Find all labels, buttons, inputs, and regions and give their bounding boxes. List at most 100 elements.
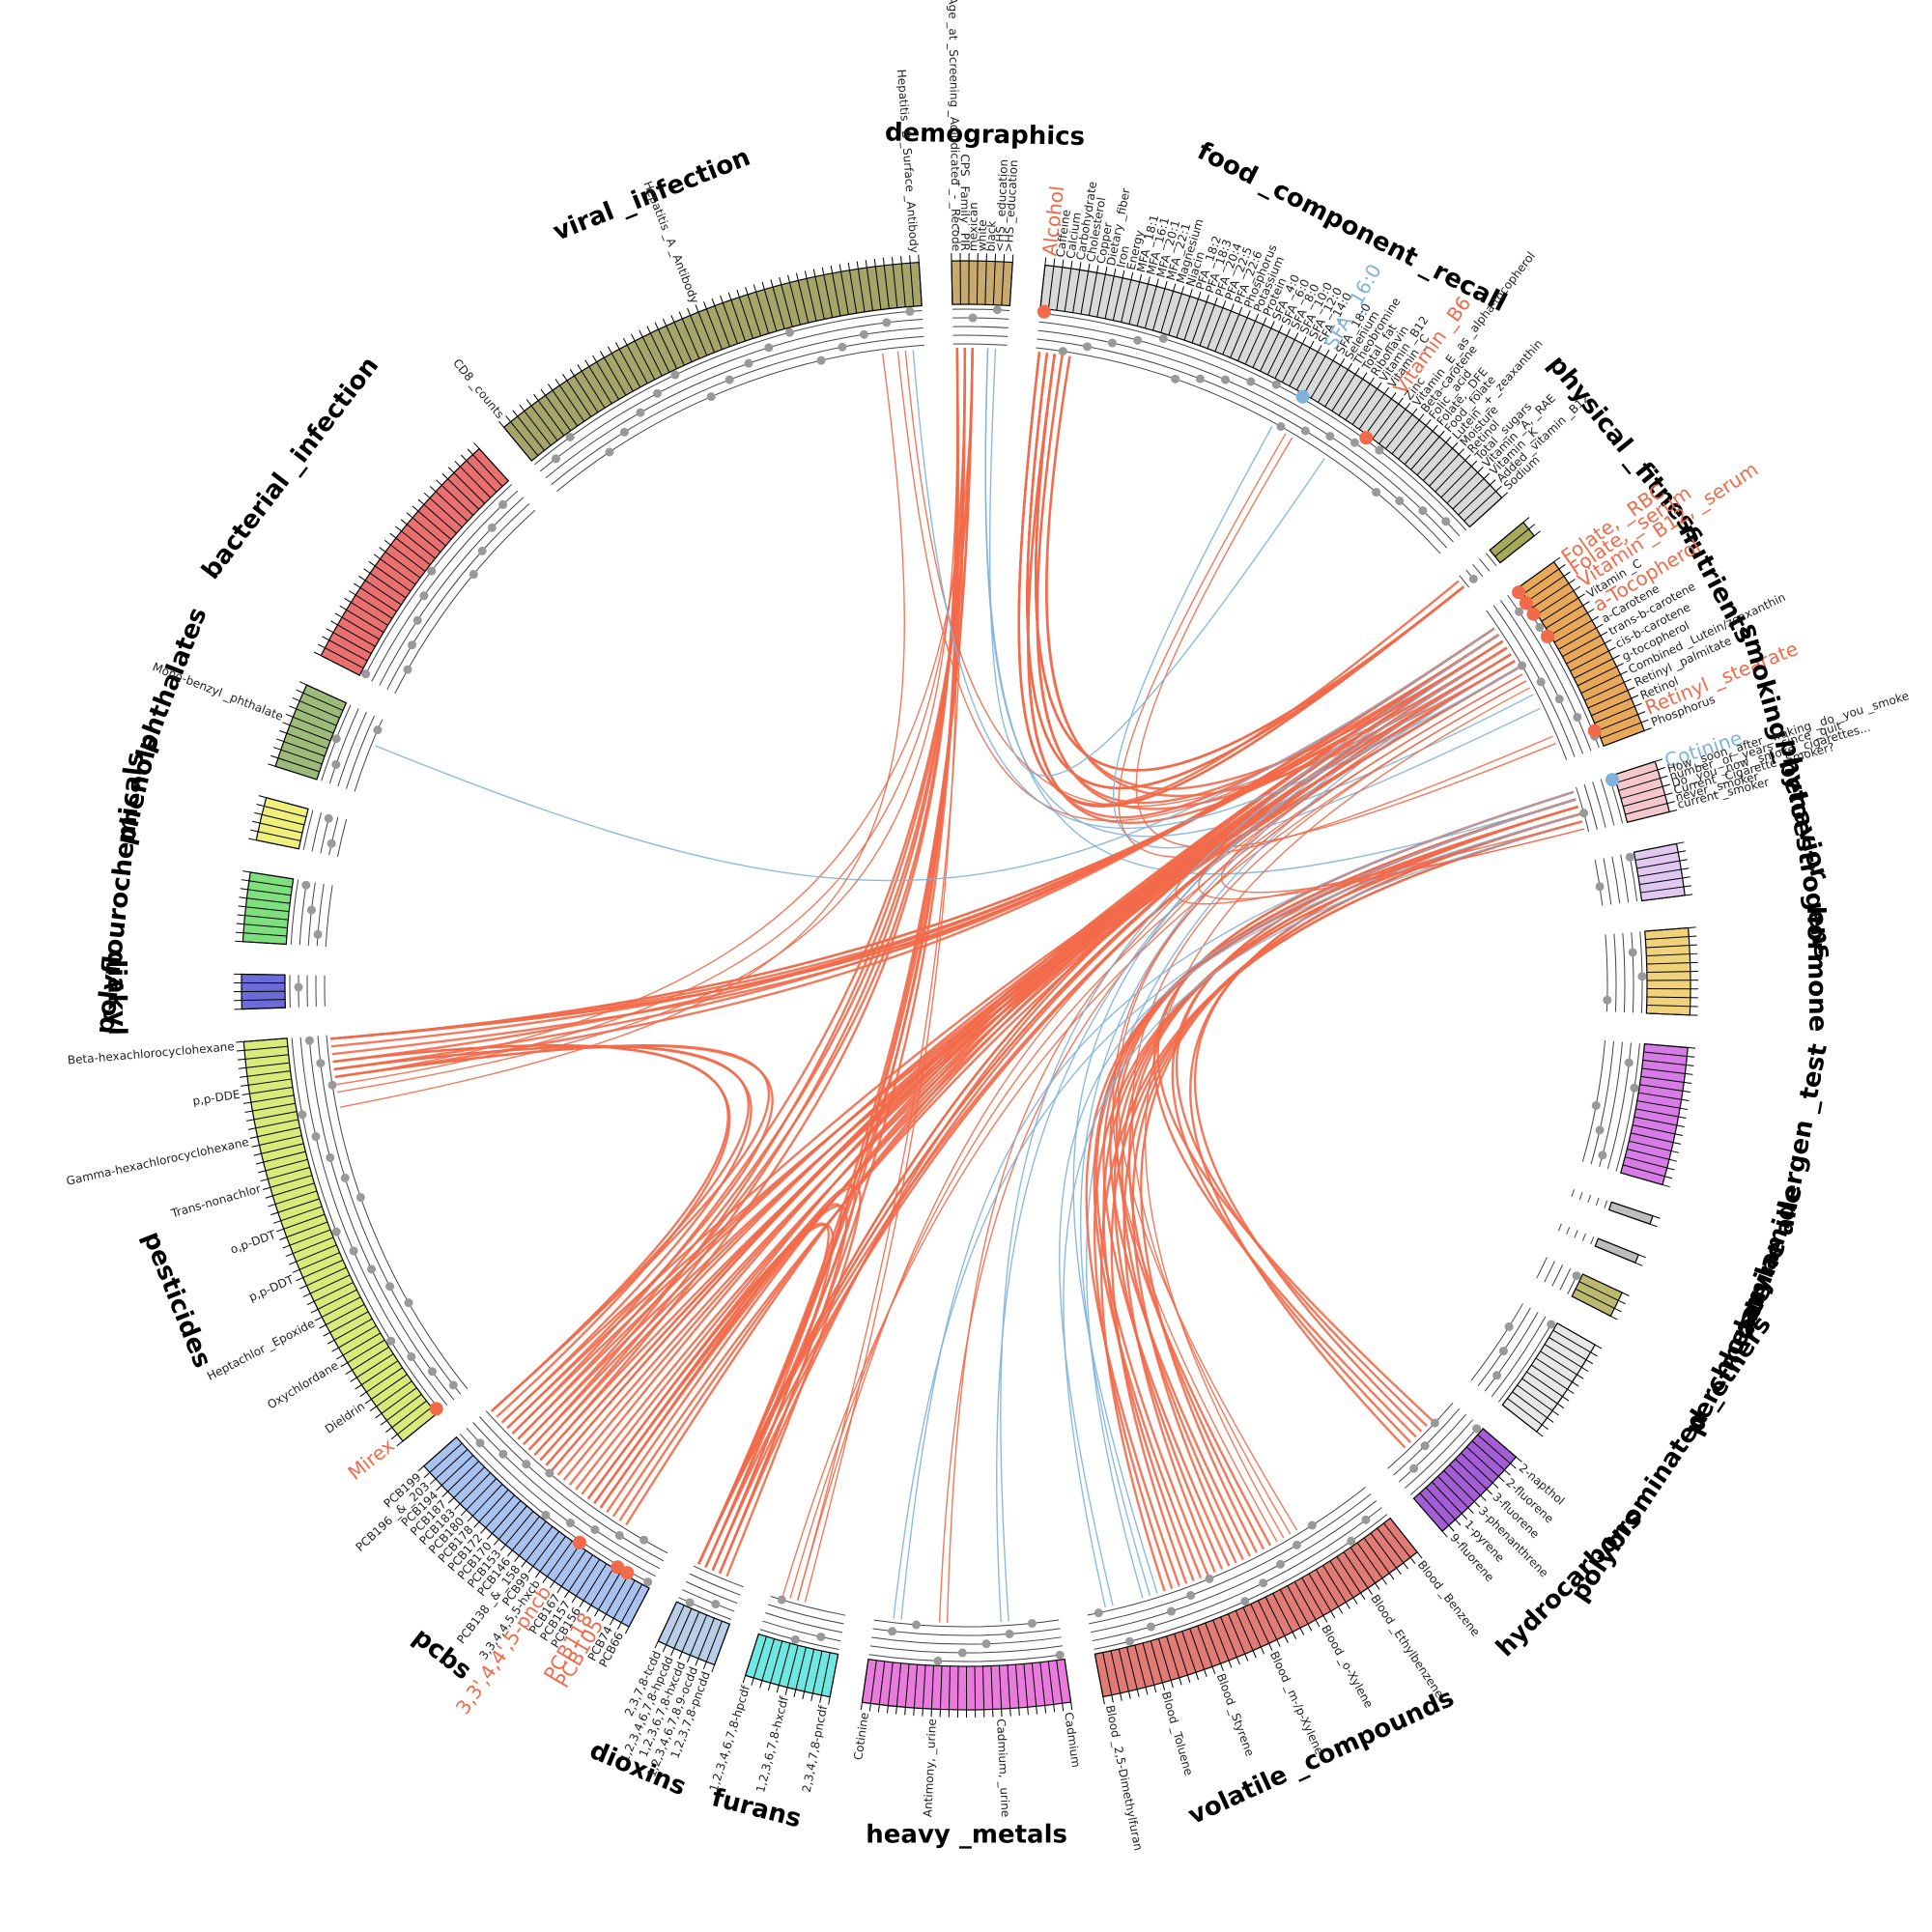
sector-phthalates[interactable] (268, 681, 384, 792)
sector-demographics[interactable] (951, 253, 1014, 346)
sector-bar-dioxins[interactable] (657, 1601, 731, 1666)
sector-tick (519, 404, 552, 446)
sector-bacterial_infection[interactable] (313, 442, 536, 695)
sector-tick (686, 1614, 708, 1663)
sector-tick (981, 1665, 985, 1718)
sector-tick (838, 264, 849, 315)
sector-tick (1578, 1281, 1626, 1305)
sector-furans[interactable] (742, 1595, 846, 1705)
sector-hormone[interactable] (1603, 926, 1698, 1016)
sector-tick (687, 307, 708, 356)
sector-volatile_compounds[interactable] (1087, 1487, 1423, 1705)
sector-tick (711, 1624, 730, 1673)
sector-tick (1643, 1051, 1695, 1058)
sector-smoking_behavior[interactable] (1576, 758, 1678, 833)
sector-polybrominated_ethers[interactable] (1470, 1303, 1603, 1437)
variable-label: Caffeine (1054, 209, 1073, 258)
sector-tick (242, 1094, 295, 1104)
sector-ring (299, 1037, 448, 1406)
sector-ring (1574, 1230, 1578, 1238)
link-nutrients-pcbs (611, 646, 1508, 1518)
link-smoking_behavior-volatile_compounds (1063, 820, 1583, 1608)
sector-tick (891, 256, 898, 308)
sector-tick (1507, 1398, 1548, 1431)
sector-tick (1639, 1084, 1690, 1094)
sector-food_component_recall[interactable] (1036, 257, 1508, 554)
sector-tick (314, 1296, 361, 1321)
sector-tick (1281, 336, 1307, 383)
link-smoking_behavior-volatile_compounds (1121, 805, 1578, 1560)
link-demographics-pcbs (511, 348, 974, 1435)
sector-tick (486, 1500, 522, 1540)
sector-tick (1575, 1288, 1622, 1313)
sector-tick (1235, 1610, 1257, 1659)
sector-bar-acrylamide[interactable] (1607, 1201, 1654, 1226)
sector-dioxins[interactable] (654, 1565, 744, 1673)
sector-tick (1536, 585, 1580, 615)
sector-phytoestrogens[interactable] (1594, 841, 1693, 906)
sector-polyflourochemicals[interactable] (235, 870, 333, 947)
sector-physical_fitness[interactable] (1459, 517, 1541, 588)
sector-tick (1413, 1497, 1448, 1538)
sector-tick (1594, 702, 1642, 724)
sector-tick (584, 359, 612, 405)
sector-pcbs[interactable] (417, 1410, 668, 1634)
assoc-dot (1518, 661, 1527, 670)
assoc-dot (448, 1380, 458, 1390)
link-pesticides-pcbs (334, 1043, 771, 1412)
sector-tick (521, 1525, 554, 1568)
sector-tick (1463, 485, 1502, 522)
link-nutrients-heavy_metals (938, 660, 1516, 1623)
assoc-dot (1005, 1629, 1014, 1638)
sector-tick (258, 795, 309, 810)
sector-tick (1378, 403, 1411, 444)
link-food_component_recall-physical_fitness (1017, 352, 1464, 808)
sector-nutrients[interactable] (1486, 556, 1652, 760)
sector-bar-smoking_behavior[interactable] (1612, 760, 1670, 823)
assoc-dot (1350, 438, 1359, 447)
sector-perchlorate[interactable] (1536, 1257, 1630, 1321)
assoc-dot (522, 1460, 531, 1469)
variable-label: Blood _o-Xylene (1319, 1623, 1376, 1711)
sector-tick (1440, 460, 1478, 498)
sector-tick (1639, 876, 1690, 886)
sector-ring (1620, 854, 1630, 903)
category-label-demographics: demographics (885, 118, 1086, 152)
sector-bar-phthalates[interactable] (274, 684, 348, 781)
sector-ring (1559, 1267, 1572, 1291)
link-pesticides-pcbs (332, 1043, 730, 1412)
sector-bar-demographics[interactable] (951, 260, 1013, 307)
sector-tick (670, 314, 693, 362)
sector-hydrocarbons[interactable] (1387, 1402, 1522, 1538)
sector-bar-viral_infection[interactable] (502, 261, 923, 462)
sector-tick (1236, 313, 1260, 361)
sector-ring (1587, 1194, 1592, 1203)
link-nutrients-phthalates (375, 627, 1495, 882)
assoc-dot (498, 1449, 508, 1459)
sector-ring (1571, 1189, 1575, 1198)
sector-bar-melamine[interactable] (1594, 1237, 1640, 1264)
sector-pesticides[interactable] (236, 1035, 469, 1447)
assoc-dot (331, 759, 341, 769)
assoc-dot (1628, 948, 1637, 957)
sector-tick (1356, 1542, 1387, 1585)
sector-tick (1644, 926, 1696, 932)
sector-bar-furans[interactable] (744, 1633, 839, 1698)
sector-phenols[interactable] (248, 795, 348, 858)
sector-ring (1590, 1236, 1595, 1245)
sector-ring (952, 308, 1010, 311)
sector-acrylamide[interactable] (1571, 1189, 1661, 1228)
sector-tick (779, 276, 793, 327)
sector-melamine[interactable] (1557, 1223, 1646, 1266)
sector-allergen_test[interactable] (1581, 1040, 1696, 1188)
sector-tick (417, 1436, 457, 1472)
sector-tick (1080, 263, 1091, 315)
sector-tick (436, 1455, 474, 1492)
assoc-dot (636, 408, 645, 417)
sector-diakyl[interactable] (234, 973, 326, 1010)
sector-heavy_metals[interactable] (860, 1618, 1073, 1719)
sector-viral_infection[interactable] (498, 254, 924, 492)
sector-ring (952, 317, 1009, 320)
sector-bar-phenols[interactable] (255, 796, 309, 850)
assoc-dot (1395, 497, 1405, 506)
